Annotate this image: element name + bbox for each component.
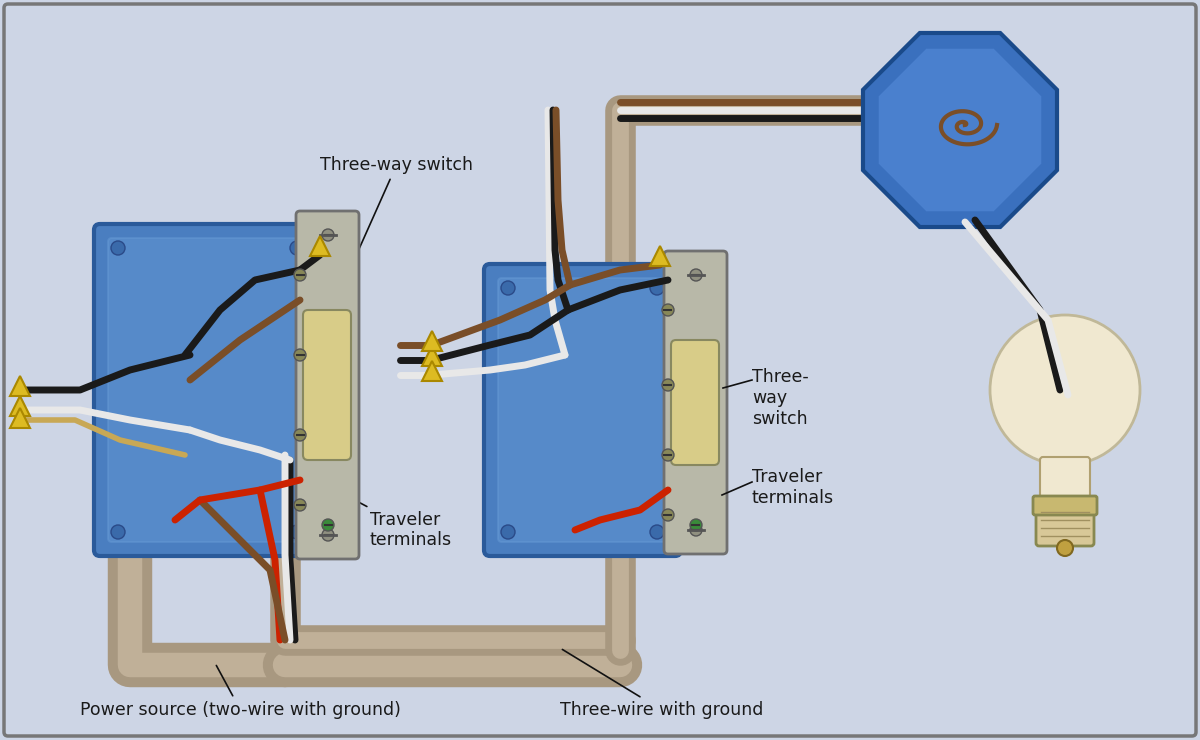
FancyBboxPatch shape: [4, 4, 1196, 736]
FancyBboxPatch shape: [302, 310, 352, 460]
Circle shape: [1057, 540, 1073, 556]
Text: Three-wire with ground: Three-wire with ground: [560, 650, 763, 719]
FancyBboxPatch shape: [498, 278, 667, 542]
Circle shape: [290, 241, 304, 255]
Polygon shape: [10, 376, 30, 396]
Circle shape: [990, 315, 1140, 465]
Polygon shape: [878, 49, 1042, 212]
FancyBboxPatch shape: [484, 264, 680, 556]
Circle shape: [322, 229, 334, 241]
Polygon shape: [310, 236, 330, 256]
Polygon shape: [422, 346, 442, 366]
Circle shape: [502, 525, 515, 539]
Circle shape: [662, 379, 674, 391]
Circle shape: [294, 269, 306, 281]
Circle shape: [322, 529, 334, 541]
FancyBboxPatch shape: [664, 251, 727, 554]
FancyBboxPatch shape: [94, 224, 322, 556]
FancyBboxPatch shape: [1033, 496, 1097, 515]
Circle shape: [662, 449, 674, 461]
FancyBboxPatch shape: [108, 238, 307, 542]
Circle shape: [290, 525, 304, 539]
Polygon shape: [422, 361, 442, 381]
Circle shape: [294, 429, 306, 441]
Circle shape: [690, 519, 702, 531]
FancyBboxPatch shape: [1040, 457, 1090, 518]
Polygon shape: [10, 408, 30, 428]
Circle shape: [112, 241, 125, 255]
FancyBboxPatch shape: [671, 340, 719, 465]
FancyBboxPatch shape: [1036, 505, 1094, 546]
Circle shape: [690, 269, 702, 281]
Polygon shape: [422, 331, 442, 351]
Circle shape: [650, 281, 664, 295]
Circle shape: [690, 524, 702, 536]
Circle shape: [322, 519, 334, 531]
Polygon shape: [650, 246, 670, 266]
Text: Three-
way
switch: Three- way switch: [752, 368, 809, 428]
Circle shape: [502, 281, 515, 295]
Text: Traveler
terminals: Traveler terminals: [319, 481, 452, 549]
Circle shape: [294, 349, 306, 361]
FancyBboxPatch shape: [296, 211, 359, 559]
Polygon shape: [863, 33, 1057, 227]
Text: Traveler
terminals: Traveler terminals: [752, 468, 834, 507]
Text: Three-way switch: Three-way switch: [320, 156, 473, 255]
Circle shape: [650, 525, 664, 539]
Circle shape: [662, 509, 674, 521]
Circle shape: [294, 499, 306, 511]
Circle shape: [112, 525, 125, 539]
Text: Power source (two-wire with ground): Power source (two-wire with ground): [80, 665, 401, 719]
Circle shape: [662, 304, 674, 316]
Polygon shape: [10, 396, 30, 416]
